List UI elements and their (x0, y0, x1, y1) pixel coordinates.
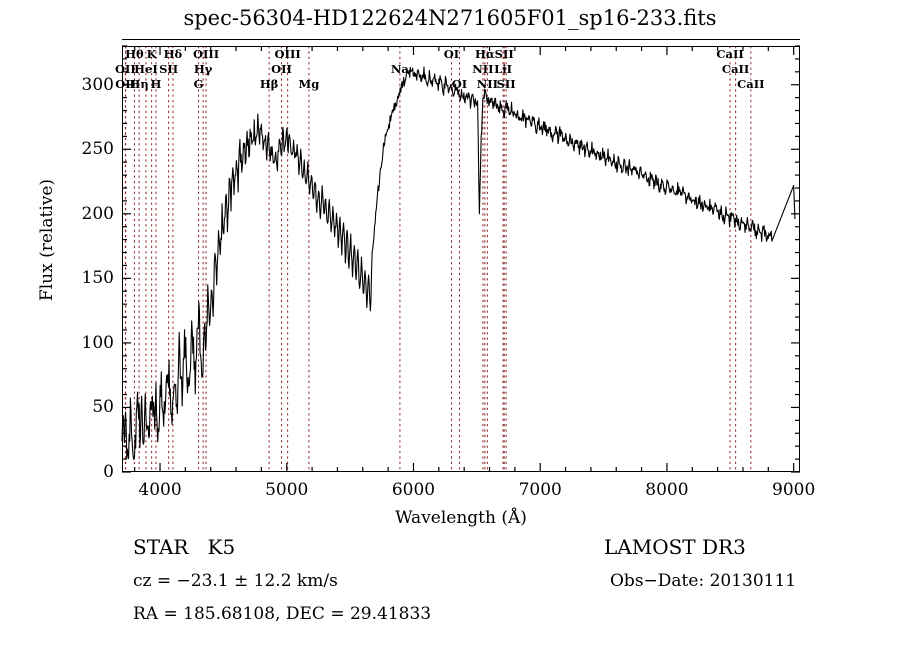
y-tick-label: 200 (81, 203, 114, 224)
title-underline (122, 39, 800, 40)
spectral-line-label: CaII (737, 77, 765, 91)
x-tick-label: 8000 (645, 480, 689, 500)
x-tick-label: 6000 (391, 480, 436, 500)
spectral-line-label: OI (443, 47, 460, 61)
spectral-line-label: H (150, 77, 162, 91)
x-tick-label: 4000 (138, 480, 182, 500)
y-tick-label: 0 (103, 462, 114, 482)
spectral-line-label: SII (494, 47, 514, 61)
line-marker-layer (124, 46, 752, 472)
spectral-line-label: OII (115, 62, 136, 76)
spectrum-plot-area (121, 45, 800, 473)
footer-survey: LAMOST DR3 (604, 535, 746, 559)
x-axis-title: Wavelength (Å) (395, 508, 527, 528)
spectral-line-label: OI (451, 77, 468, 91)
spectral-line-label: SII (159, 62, 179, 76)
y-tick-label: 250 (81, 139, 114, 160)
spectral-line-label: Hβ (259, 77, 279, 91)
y-tick-label: 50 (92, 397, 114, 418)
spectral-line-label: CaII (721, 62, 750, 76)
y-tick-label: 100 (81, 332, 114, 353)
page-title: spec-56304-HD122624N271605F01_sp16-233.f… (183, 6, 717, 30)
spectral-line-label: NII (472, 62, 494, 76)
spectral-line-label: Hη (129, 77, 149, 91)
spectral-line-label: Mg (298, 77, 320, 91)
spectral-line-label: K (146, 47, 157, 61)
spectral-line-label: Hθ (125, 47, 144, 61)
spectral-line-label: NII (476, 77, 498, 91)
spectral-line-label: HeI (134, 62, 158, 76)
spectral-line-label: Hα (474, 47, 495, 61)
spectral-line-label: CaII (716, 47, 744, 61)
footer-coords: RA = 185.68108, DEC = 29.41833 (133, 604, 432, 624)
footer-obs-date: Obs−Date: 20130111 (610, 571, 797, 591)
spectral-line-label: Na (390, 62, 409, 76)
spectral-line-label: OIII (274, 47, 301, 61)
spectral-line-label: OII (271, 62, 292, 76)
spectral-line-label: OII (115, 77, 137, 91)
spectral-line-label: SII (496, 77, 516, 91)
footer-cz: cz = −23.1 ± 12.2 km/s (133, 571, 338, 591)
x-tick-label: 9000 (772, 480, 816, 500)
y-tick-label: 150 (81, 268, 114, 289)
y-axis-title: Flux (relative) (37, 178, 57, 302)
plot-frame (122, 46, 800, 472)
x-tick-label: 5000 (265, 480, 309, 500)
spectral-line-label: G (193, 77, 204, 91)
spectral-line-label: Hδ (163, 47, 183, 61)
spectral-line-label: LiI (494, 62, 512, 76)
x-tick-label: 7000 (518, 480, 562, 500)
spectral-line-label: Hγ (193, 62, 213, 76)
spectral-line-label: OIII (192, 47, 220, 61)
spectrum-curve (121, 66, 796, 461)
y-tick-label: 300 (81, 74, 114, 95)
footer-object-type: STAR K5 (133, 535, 236, 559)
